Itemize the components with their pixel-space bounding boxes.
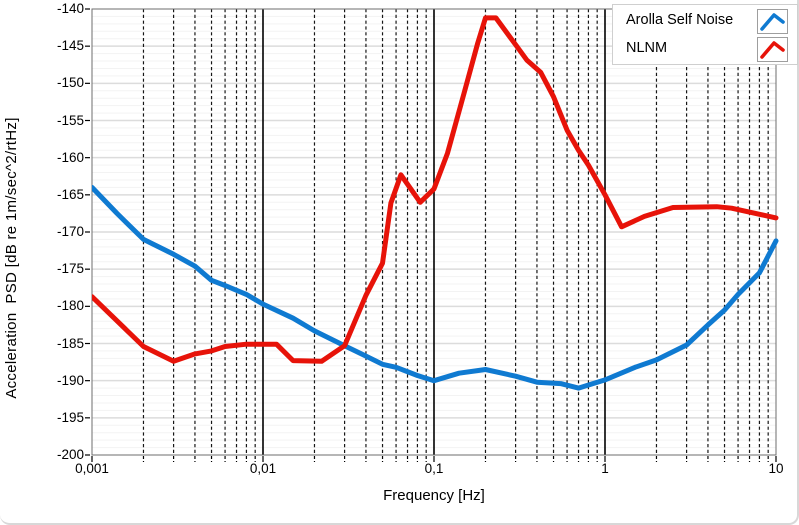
line-style-icon — [760, 13, 785, 31]
y-tick-label: -175 — [56, 261, 84, 277]
y-tick-label: -200 — [56, 447, 84, 462]
x-tick-label: 1 — [601, 461, 609, 476]
y-tick-label: -185 — [56, 335, 84, 351]
plot-area-frame — [91, 8, 777, 456]
legend-label-nlnm: NLNM — [626, 40, 668, 56]
series-line-arolla-self-noise — [92, 184, 779, 391]
legend-swatch-nlnm[interactable] — [757, 37, 788, 62]
series-line-nlnm — [92, 15, 779, 364]
y-tick-label: -155 — [56, 112, 84, 128]
y-tick-label: -170 — [56, 224, 84, 239]
y-tick-label: -150 — [56, 75, 84, 91]
x-tick-label: 10 — [768, 461, 784, 476]
legend-label-arolla-self-noise: Arolla Self Noise — [626, 12, 734, 28]
y-tick-label: -145 — [56, 38, 84, 54]
legend: Arolla Self Noise NLNM — [612, 4, 798, 65]
y-tick-label: -140 — [56, 1, 84, 16]
legend-item-nlnm[interactable]: NLNM — [613, 36, 797, 63]
series-group — [92, 15, 779, 391]
y-tick-label: -180 — [56, 298, 84, 314]
y-axis-title: Acceleration PSD [dB re 1m/sec^2/rtHz] — [3, 117, 20, 399]
y-tick-label: -195 — [56, 409, 84, 425]
x-tick-label: 0,001 — [75, 461, 109, 476]
x-tick-label: 0,01 — [249, 461, 277, 476]
y-tick-label: -190 — [56, 372, 84, 388]
x-axis-title: Frequency [Hz] — [383, 487, 485, 504]
y-tick-label: -160 — [56, 149, 84, 165]
x-tick-label: 0,1 — [424, 461, 444, 476]
line-style-icon — [760, 41, 785, 59]
legend-swatch-arolla-self-noise[interactable] — [757, 9, 788, 34]
y-tick-label: -165 — [56, 186, 84, 202]
legend-item-arolla-self-noise[interactable]: Arolla Self Noise — [613, 8, 797, 35]
